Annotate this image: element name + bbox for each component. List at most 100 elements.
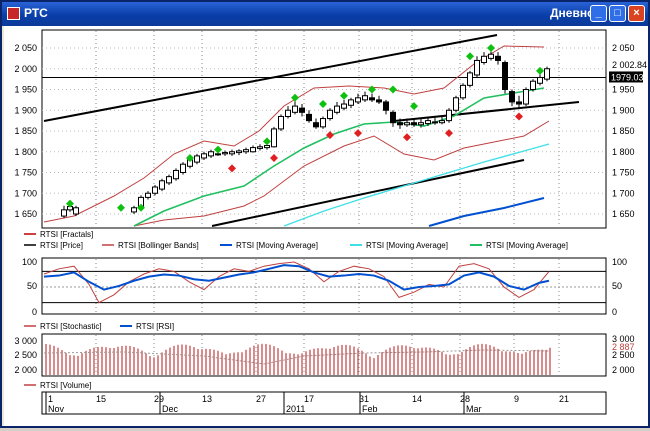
candle-up [446, 109, 452, 122]
stochastic-line [43, 261, 550, 304]
fractal-up-marker [66, 199, 74, 208]
close-button[interactable]: × [628, 5, 645, 22]
candle-up [152, 186, 158, 194]
volume-average [43, 349, 550, 365]
candle-up [453, 97, 459, 111]
candle-up [257, 146, 263, 149]
candle-up [145, 192, 151, 198]
vol-tick-right-2000: 2 000 [612, 365, 635, 375]
legend-volume: RTSI [Volume] [40, 381, 91, 390]
candle-down [411, 122, 417, 126]
candle-up [61, 209, 67, 217]
candle-up [131, 207, 137, 213]
price-tick-right: 1 950 [612, 85, 635, 95]
price-tick-left: 2 000 [14, 64, 37, 74]
candle-up [481, 55, 487, 64]
x-day-label: 31 [359, 394, 369, 404]
window-title: РТС [24, 6, 48, 20]
current-price-value: 1979.03 [611, 72, 644, 82]
candle-up [264, 145, 270, 149]
fractal-down-marker [445, 129, 453, 138]
candle-up [488, 53, 494, 59]
ma-green [133, 87, 545, 227]
legend-ma-cyan: RTSI [Moving Average] [366, 241, 448, 250]
candle-up [208, 151, 214, 157]
candle-down [383, 101, 389, 111]
candle-down [516, 101, 522, 105]
candle-up [250, 147, 256, 153]
candle-up [222, 152, 228, 155]
trend-line-lower [211, 159, 525, 227]
osc-tick-0: 0 [32, 307, 37, 317]
candle-up [404, 122, 410, 126]
chart-area[interactable]: 2 050 2 000 1 950 1 900 1 850 1 800 1 750 1 700… [4, 26, 648, 426]
maximize-button[interactable]: □ [609, 5, 626, 22]
legend-rsi: RTSI [RSI] [136, 322, 174, 331]
price-tick-right: 1 850 [612, 126, 635, 136]
price-tick-right: 1 750 [612, 168, 635, 178]
x-day-label: 15 [96, 394, 106, 404]
x-day-label: 13 [202, 394, 212, 404]
minimize-button[interactable]: _ [590, 5, 607, 22]
oscillator-panel[interactable] [41, 257, 607, 315]
price-tick-left: 1 850 [14, 126, 37, 136]
x-day-label: 28 [460, 394, 470, 404]
price-legend: RTSI [Fractals] RTSI [Price] RTSI [Bolli… [24, 230, 568, 250]
trend-channel-mid [393, 101, 580, 122]
candle-up [544, 68, 550, 80]
candle-up [243, 149, 249, 153]
legend-price: RTSI [Price] [40, 241, 83, 250]
candle-up [285, 109, 291, 117]
candle-up [334, 105, 340, 113]
fractal-up-marker [263, 137, 271, 146]
candle-up [467, 72, 473, 86]
price-panel[interactable] [41, 29, 607, 229]
vol-tick-right-2500: 2 500 [612, 350, 635, 360]
fractal-up-marker [117, 203, 125, 212]
bollinger-upper [43, 45, 545, 223]
legend-fractals: RTSI [Fractals] [40, 230, 93, 239]
candle-up [201, 153, 207, 159]
x-month-label: 2011 [286, 404, 305, 414]
vol-tick-3000: 3 000 [14, 336, 37, 346]
candle-up [355, 97, 361, 103]
fractal-down-marker [354, 129, 362, 138]
legend-stochastic: RTSI [Stochastic] [40, 322, 102, 331]
candle-up [320, 118, 326, 128]
x-day-label: 17 [304, 394, 314, 404]
fractal-up-marker [137, 203, 145, 212]
price-tick-right: 1 800 [612, 147, 635, 157]
fractal-up-marker [389, 85, 397, 94]
candle-up [418, 122, 424, 126]
candle-up [425, 120, 431, 125]
x-day-label: 29 [154, 394, 164, 404]
price-tick-right: 2 050 [612, 43, 635, 53]
price-tick-right: 1 650 [612, 209, 635, 219]
candle-up [236, 150, 242, 154]
osc-tick-right-100: 100 [612, 257, 627, 267]
x-axis-labels: 1 15 29 13 27 17 31 14 28 9 21 Nov Dec 2011 Feb Mar [45, 392, 569, 414]
price-tick-right: 1 900 [612, 105, 635, 115]
candle-down [390, 111, 396, 124]
candle-down [509, 91, 515, 103]
vol-tick-right-3000: 3 000 [612, 334, 635, 344]
legend-ma-blue: RTSI [Moving Average] [236, 241, 318, 250]
time-axis [41, 391, 607, 415]
candle-up [159, 180, 165, 190]
current-price-box [609, 71, 643, 83]
candle-down [502, 62, 508, 91]
candle-up [530, 80, 536, 91]
fractal-up-marker [536, 66, 544, 75]
candle-down [432, 121, 438, 124]
candle-up [327, 109, 333, 120]
legend-ma-green: RTSI [Moving Average] [486, 241, 568, 250]
fractal-up-marker [340, 91, 348, 100]
price-tick-left: 2 050 [14, 43, 37, 53]
fractal-up-marker [291, 93, 299, 102]
candle-up [73, 207, 79, 215]
x-month-label: Nov [48, 404, 65, 414]
title-bar[interactable]: РТС Дневной _ □ × [2, 2, 648, 26]
fractal-down-marker [270, 153, 278, 162]
